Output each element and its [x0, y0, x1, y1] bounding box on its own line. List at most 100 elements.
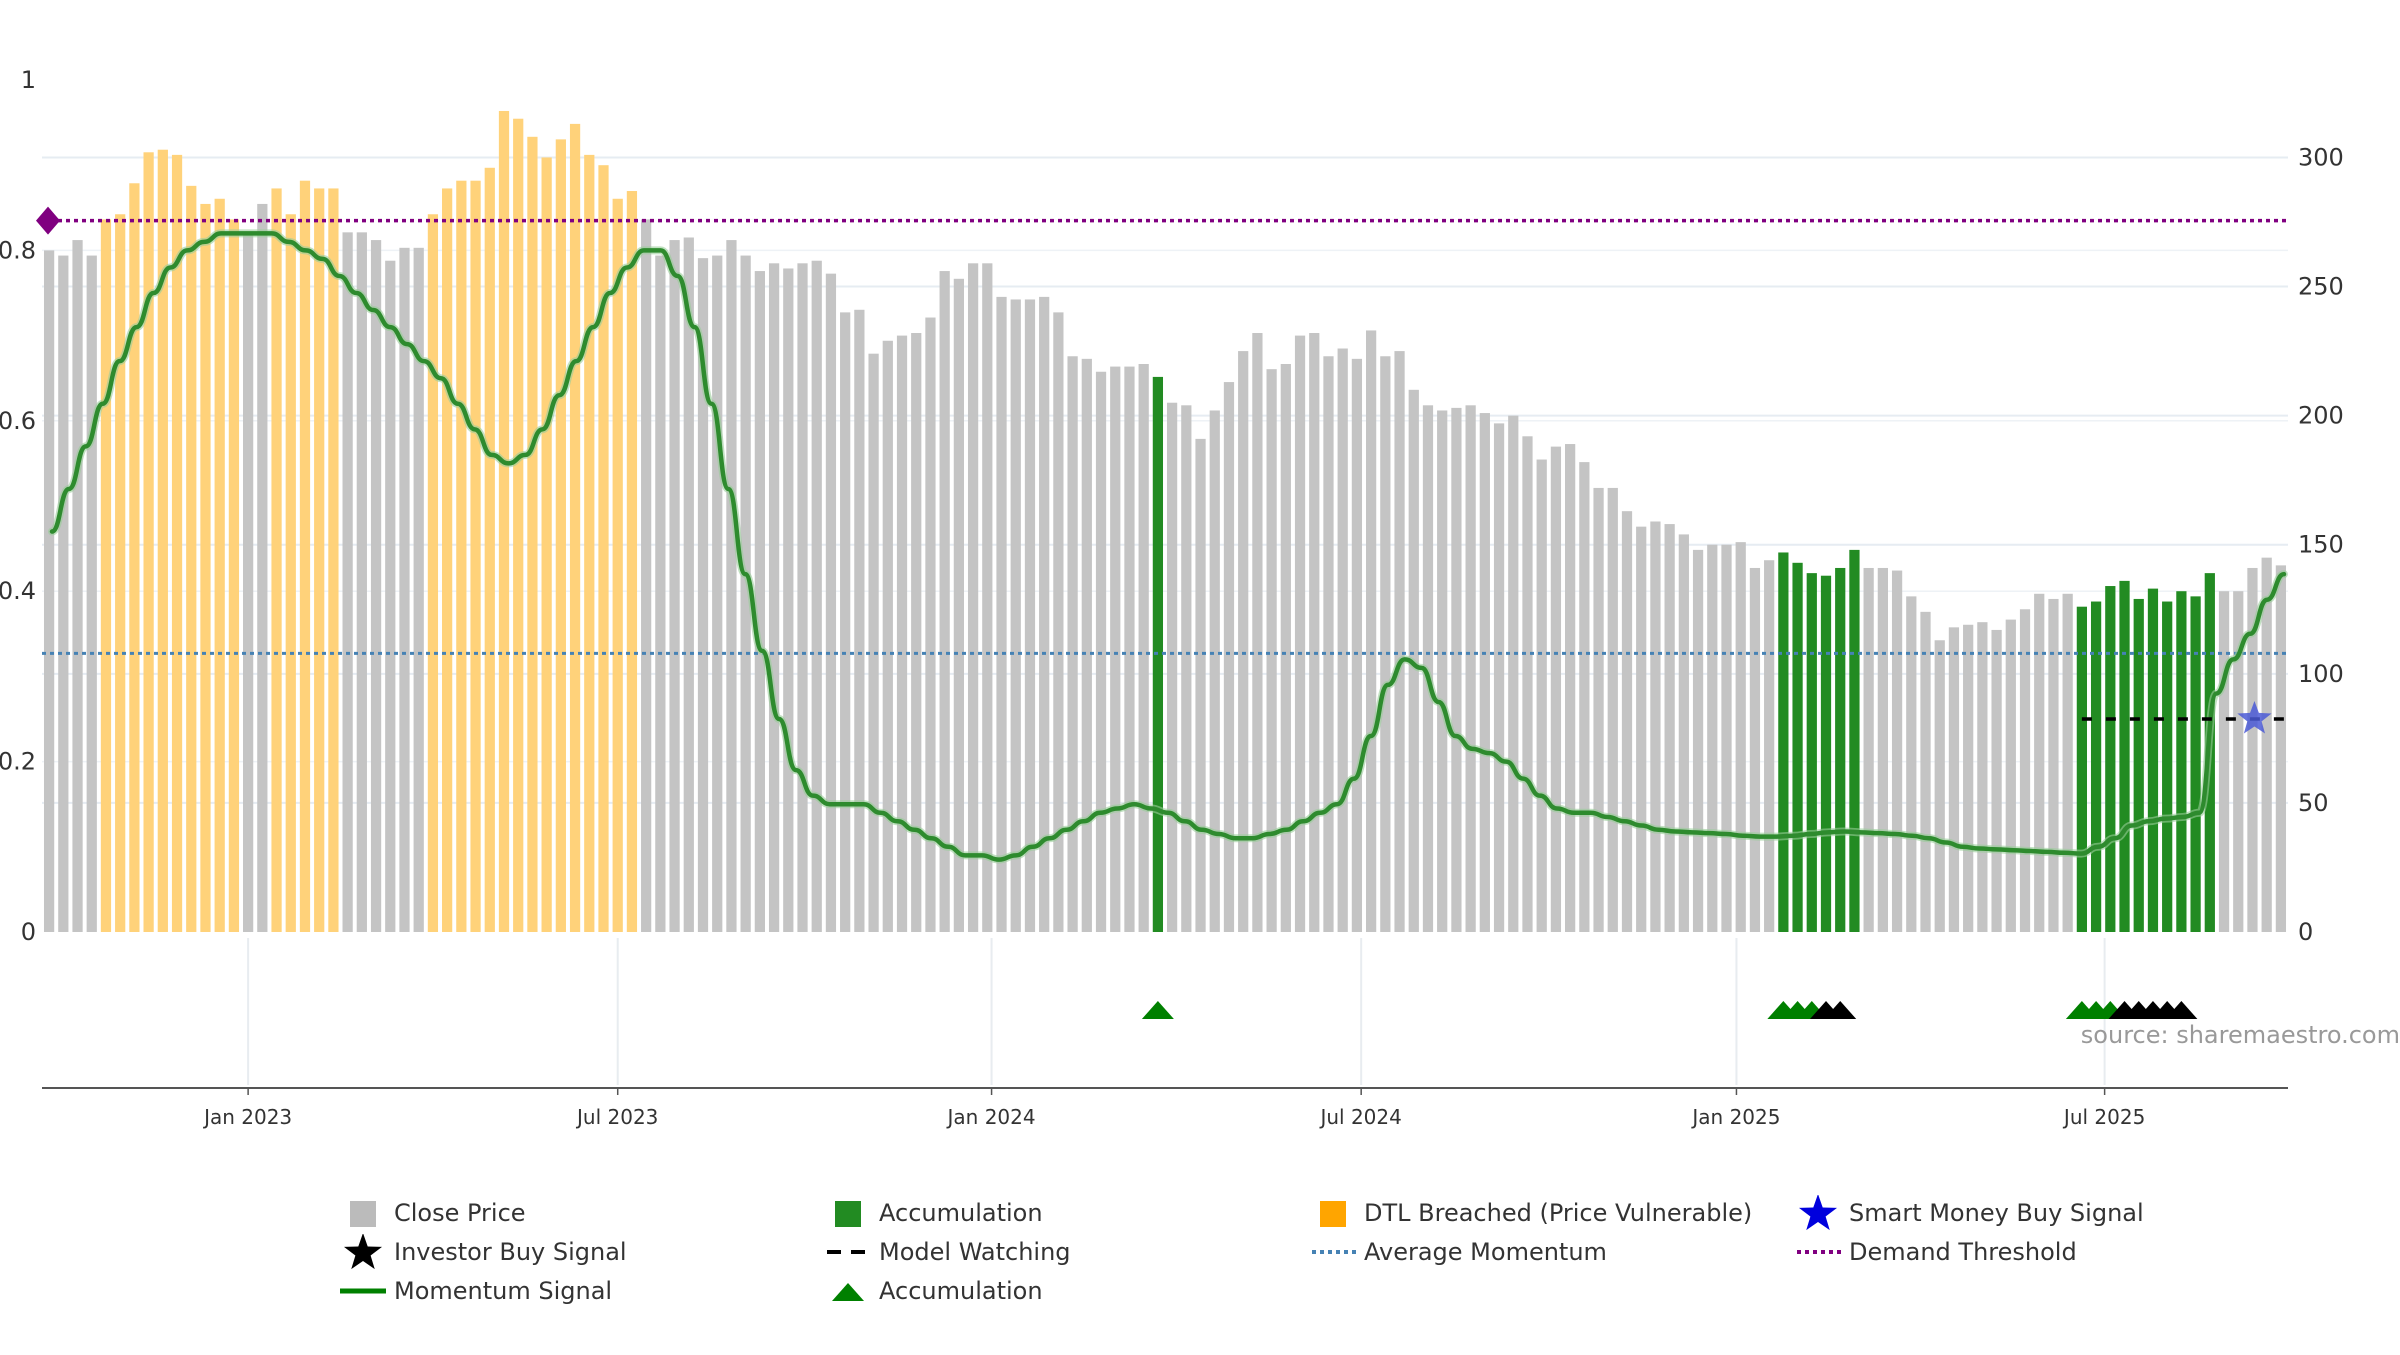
close-price-bar	[1351, 358, 1363, 932]
dtl-breached-bar	[456, 180, 467, 932]
accumulation-bar	[1806, 573, 1817, 932]
close-price-bar	[1095, 371, 1107, 932]
close-price-bar	[1166, 402, 1178, 932]
legend-square	[835, 1201, 861, 1227]
close-price-bar	[1692, 549, 1704, 932]
close-price-bar	[257, 203, 268, 933]
close-price-bar	[1550, 446, 1562, 932]
legend-symbol	[1320, 1201, 1346, 1227]
legend-symbol	[343, 1234, 383, 1270]
x-tick-label: Jan 2025	[1690, 1105, 1780, 1129]
investor-buy-triangle	[1824, 1001, 1857, 1019]
close-price-bar	[1280, 364, 1291, 932]
legend-item: Momentum Signal	[330, 1273, 612, 1309]
close-price-bar	[1891, 570, 1903, 932]
close-price-bar	[243, 232, 254, 932]
close-price-bar	[1195, 438, 1206, 932]
close-price-bar	[2034, 593, 2045, 932]
close-price-bar	[882, 340, 893, 932]
accumulation-bar	[2190, 596, 2201, 932]
close-price-bar	[925, 317, 936, 932]
legend-symbol	[827, 1250, 871, 1254]
close-price-bar	[72, 240, 83, 932]
close-price-bar	[896, 335, 908, 933]
dtl-breached-bar	[143, 152, 154, 933]
close-price-bar	[967, 263, 979, 932]
legend-label: DTL Breached (Price Vulnerable)	[1364, 1199, 1753, 1227]
dtl-breached-bar	[299, 180, 311, 932]
close-price-bar	[1309, 333, 1320, 932]
accumulation-triangle	[1141, 1001, 1174, 1019]
accumulation-bar	[2147, 588, 2159, 932]
close-price-bar	[1323, 356, 1334, 933]
close-price-bar	[1479, 413, 1490, 932]
legend: Close Price Accumulation DTL Breached (Pri…	[0, 1195, 2400, 1355]
accumulation-bar	[2119, 580, 2130, 932]
close-price-bar	[1607, 487, 1618, 932]
legend-item: Demand Threshold	[1785, 1234, 2077, 1270]
close-price-bar	[1138, 364, 1149, 932]
dtl-breached-bar	[100, 219, 112, 932]
legend-symbol	[832, 1283, 864, 1301]
legend-item: Smart Money Buy Signal	[1785, 1195, 2144, 1231]
close-price-bar	[1294, 335, 1306, 933]
dtl-breached-bar	[314, 188, 325, 932]
close-price-bar	[1735, 542, 1746, 932]
legend-label: Smart Money Buy Signal	[1849, 1199, 2144, 1227]
accumulation-bar	[1792, 562, 1803, 932]
close-price-bar	[1664, 524, 1675, 932]
legend-label: Close Price	[394, 1199, 526, 1227]
close-price-bar	[1266, 369, 1277, 932]
legend-item: Close Price	[330, 1195, 526, 1231]
close-price-bar	[1593, 487, 1604, 932]
close-price-bar	[2062, 593, 2073, 932]
source-text: source: sharemaestro.com	[2080, 1021, 2400, 1049]
legend-label: Investor Buy Signal	[394, 1238, 627, 1266]
close-price-bars	[43, 110, 2287, 933]
dtl-breached-bar	[527, 136, 538, 933]
legend-label: Momentum Signal	[394, 1277, 613, 1305]
dtl-breached-bar	[228, 219, 240, 932]
accumulation-bar	[2076, 606, 2087, 932]
dtl-breached-bar	[598, 165, 609, 932]
close-price-bar	[2247, 567, 2258, 932]
legend-symbol	[835, 1201, 861, 1227]
axes: 0 50 100 150 200 250 300 0 0.2 0.4 0.6 0.8 1 Jan 2023…	[0, 66, 2344, 1129]
close-price-bar	[1579, 462, 1590, 932]
y-right-tick-label: 200	[2298, 402, 2344, 430]
y-right-tick-label: 300	[2298, 143, 2344, 171]
close-price-bar	[1948, 627, 1960, 932]
close-price-bar	[342, 232, 353, 932]
close-price-bar	[1124, 366, 1135, 933]
close-price-bar	[1721, 544, 1732, 932]
close-price-bar	[683, 237, 694, 932]
close-price-bar	[1081, 358, 1092, 932]
y-left-tick-label: 0.2	[0, 748, 36, 776]
dtl-breached-bar	[271, 188, 282, 932]
dtl-breached-bar	[498, 110, 510, 933]
dtl-breached-bar	[171, 154, 183, 932]
legend-label: Demand Threshold	[1849, 1238, 2077, 1266]
close-price-bar	[1621, 511, 1633, 932]
legend-square	[1320, 1201, 1346, 1227]
close-price-bar	[697, 258, 709, 932]
close-price-bar	[1039, 296, 1050, 932]
close-price-bar	[2233, 591, 2244, 932]
close-price-bar	[1110, 366, 1121, 933]
close-price-bar	[1963, 624, 1974, 932]
x-tick-label: Jul 2024	[1318, 1105, 1401, 1129]
close-price-bar	[1863, 567, 1874, 932]
legend-label: Model Watching	[879, 1238, 1071, 1266]
accumulation-bar	[2162, 601, 2173, 932]
close-price-bar	[655, 255, 666, 933]
close-price-bar	[1934, 640, 1945, 932]
close-price-bar	[2048, 598, 2059, 932]
close-price-bar	[2005, 619, 2016, 932]
close-price-bar	[1394, 351, 1405, 932]
y-right-tick-label: 250	[2298, 273, 2344, 301]
close-price-bar	[1565, 444, 1576, 932]
close-price-bar	[370, 240, 382, 932]
close-price-bar	[1451, 407, 1462, 933]
dtl-breached-bar	[214, 198, 225, 932]
dtl-breached-bar	[442, 188, 453, 932]
